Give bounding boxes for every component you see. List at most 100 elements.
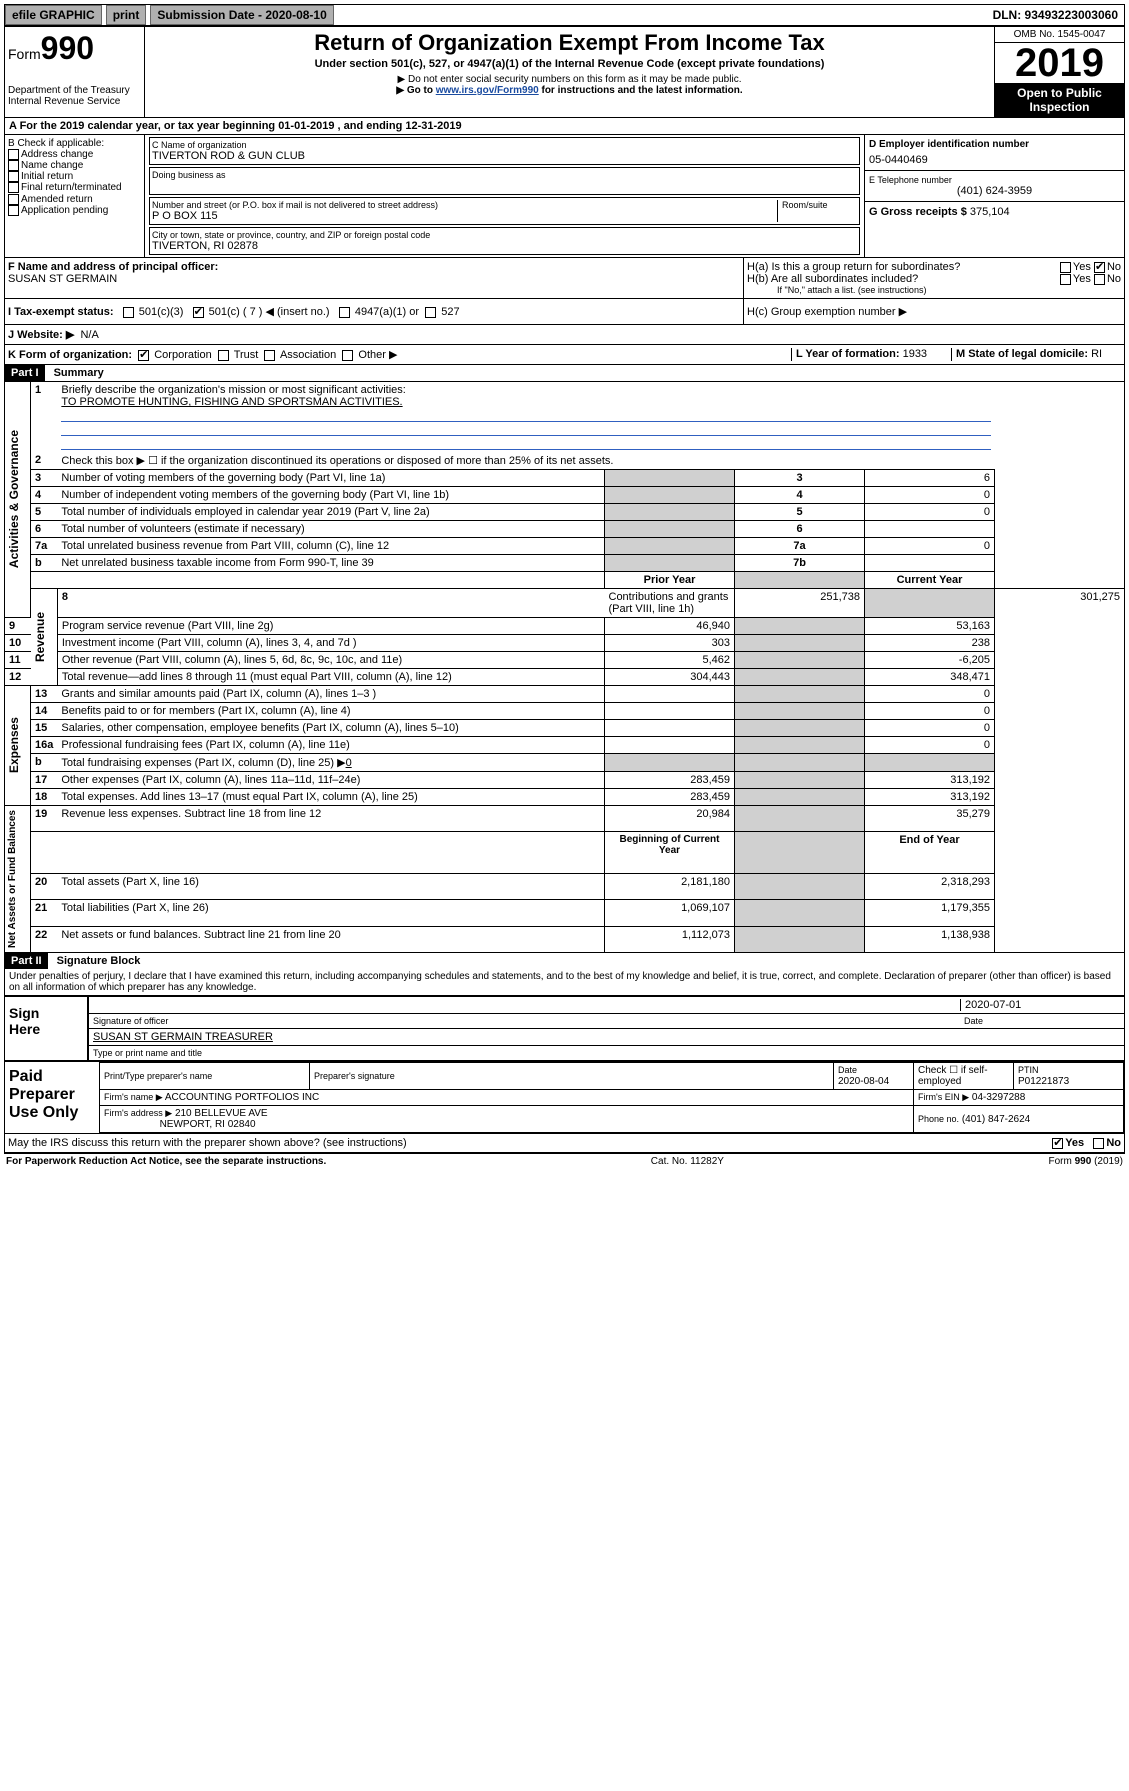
irs-link[interactable]: www.irs.gov/Form990	[436, 85, 539, 96]
p12: 304,443	[605, 669, 735, 686]
form-title: Return of Organization Exempt From Incom…	[148, 30, 991, 56]
footer-cat: Cat. No. 11282Y	[651, 1156, 724, 1167]
website-label: J Website: ▶	[8, 329, 74, 341]
corp-checkbox[interactable]	[138, 350, 149, 361]
j-section: J Website: ▶ N/A	[4, 325, 1125, 345]
discuss-no-checkbox[interactable]	[1093, 1138, 1104, 1149]
ptin-value: P01221873	[1018, 1076, 1069, 1087]
l-year: L Year of formation: 1933	[791, 348, 951, 361]
sign-block: Sign Here 2020-07-01 Signature of office…	[4, 995, 1125, 1060]
hb-yes-checkbox[interactable]	[1060, 274, 1071, 285]
l3-text: Number of voting members of the governin…	[57, 470, 604, 487]
c15: 0	[865, 720, 995, 737]
p22: 1,112,073	[605, 926, 735, 952]
side-net-assets: Net Assets or Fund Balances	[5, 806, 20, 952]
p15	[605, 720, 735, 737]
c8: 301,275	[995, 589, 1125, 618]
firm-phone: (401) 847-2624	[962, 1114, 1030, 1125]
print-button[interactable]: print	[106, 5, 147, 25]
amended-return-checkbox[interactable]	[8, 194, 19, 205]
l20-text: Total assets (Part X, line 16)	[57, 874, 604, 900]
dept-label: Department of the Treasury Internal Reve…	[8, 85, 141, 107]
sig-officer-label: Signature of officer	[93, 1016, 960, 1026]
v7a: 0	[865, 538, 995, 555]
form-subtitle: Under section 501(c), 527, or 4947(a)(1)…	[148, 58, 991, 70]
c20: 2,318,293	[865, 874, 995, 900]
c13: 0	[865, 686, 995, 703]
final-return-checkbox[interactable]	[8, 182, 19, 193]
4947-checkbox[interactable]	[339, 307, 350, 318]
l19-text: Revenue less expenses. Subtract line 18 …	[57, 806, 604, 832]
l14-text: Benefits paid to or for members (Part IX…	[57, 703, 604, 720]
mission-text: TO PROMOTE HUNTING, FISHING AND SPORTSMA…	[61, 396, 402, 408]
l11-text: Other revenue (Part VIII, column (A), li…	[57, 652, 604, 669]
prior-year-header: Prior Year	[605, 572, 735, 589]
dba-box: Doing business as	[149, 167, 860, 195]
assoc-checkbox[interactable]	[264, 350, 275, 361]
addr-value: P O BOX 115	[152, 210, 777, 222]
l4-text: Number of independent voting members of …	[57, 487, 604, 504]
other-checkbox[interactable]	[342, 350, 353, 361]
v7b	[865, 555, 995, 572]
self-employed-check[interactable]: Check ☐ if self-employed	[914, 1063, 1014, 1090]
ptin-label: PTIN	[1018, 1065, 1039, 1075]
p16a	[605, 737, 735, 754]
i-label: I Tax-exempt status:	[8, 306, 114, 318]
tax-year: 2019	[995, 43, 1124, 83]
gross-value: 375,104	[970, 206, 1010, 218]
501c-checkbox[interactable]	[193, 307, 204, 318]
p13	[605, 686, 735, 703]
c17: 313,192	[865, 772, 995, 789]
p17: 283,459	[605, 772, 735, 789]
501c3-checkbox[interactable]	[123, 307, 134, 318]
hb-no-checkbox[interactable]	[1094, 274, 1105, 285]
c10: 238	[865, 635, 995, 652]
application-pending-checkbox[interactable]	[8, 205, 19, 216]
line-a: A For the 2019 calendar year, or tax yea…	[4, 118, 1125, 135]
c22: 1,138,938	[865, 926, 995, 952]
trust-checkbox[interactable]	[218, 350, 229, 361]
discuss-yes-checkbox[interactable]	[1052, 1138, 1063, 1149]
l15-text: Salaries, other compensation, employee b…	[57, 720, 604, 737]
top-bar: efile GRAPHIC print Submission Date - 20…	[4, 4, 1125, 26]
dln: DLN: 93493223003060	[987, 6, 1124, 24]
prep-sig-label: Preparer's signature	[314, 1071, 829, 1081]
m-state: M State of legal domicile: RI	[951, 348, 1121, 361]
address-change-checkbox[interactable]	[8, 149, 19, 160]
c9: 53,163	[865, 618, 995, 635]
note-ssn: ▶ Do not enter social security numbers o…	[148, 74, 991, 85]
c19: 35,279	[865, 806, 995, 832]
i-hc-section: I Tax-exempt status: 501(c)(3) 501(c) ( …	[4, 299, 1125, 325]
h-b-note: If "No," attach a list. (see instruction…	[747, 285, 1121, 295]
initial-return-checkbox[interactable]	[8, 171, 19, 182]
name-change-checkbox[interactable]	[8, 160, 19, 171]
phone-label: E Telephone number	[869, 175, 1120, 185]
sign-date: 2020-07-01	[960, 999, 1120, 1011]
l12-text: Total revenue—add lines 8 through 11 (mu…	[57, 669, 604, 686]
side-expenses: Expenses	[5, 713, 23, 777]
beginning-year-header: Beginning of Current Year	[605, 832, 735, 874]
ha-yes-checkbox[interactable]	[1060, 262, 1071, 273]
sig-date-label: Date	[960, 1016, 1120, 1026]
l16b-text: Total fundraising expenses (Part IX, col…	[57, 754, 604, 772]
l9-text: Program service revenue (Part VIII, line…	[57, 618, 604, 635]
city-label: City or town, state or province, country…	[152, 230, 857, 240]
end-year-header: End of Year	[865, 832, 995, 874]
l1-label: Briefly describe the organization's miss…	[61, 384, 405, 396]
firm-addr1: 210 BELLEVUE AVE	[175, 1108, 268, 1119]
efile-button[interactable]: efile GRAPHIC	[5, 5, 102, 25]
prep-name-label: Print/Type preparer's name	[104, 1071, 305, 1081]
527-checkbox[interactable]	[425, 307, 436, 318]
klm-section: K Form of organization: Corporation Trus…	[4, 345, 1125, 365]
p20: 2,181,180	[605, 874, 735, 900]
firm-addr-label: Firm's address ▶	[104, 1108, 172, 1118]
ein-value: 05-0440469	[869, 154, 1120, 166]
h-c: H(c) Group exemption number ▶	[744, 299, 1124, 324]
v3: 6	[865, 470, 995, 487]
ha-no-checkbox[interactable]	[1094, 262, 1105, 273]
identity-section: B Check if applicable: Address change Na…	[4, 135, 1125, 258]
form-number: Form990	[8, 30, 141, 67]
l6-text: Total number of volunteers (estimate if …	[57, 521, 604, 538]
c16a: 0	[865, 737, 995, 754]
summary-table: Activities & Governance 1 Briefly descri…	[4, 382, 1125, 953]
